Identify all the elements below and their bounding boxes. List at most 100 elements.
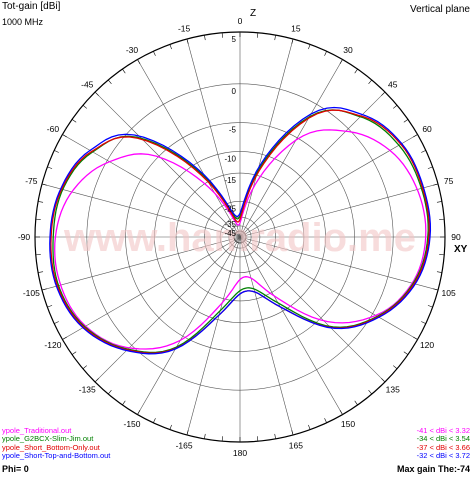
outer-tick xyxy=(47,305,53,308)
outer-tick xyxy=(324,418,327,423)
angle-tick-label: -135 xyxy=(79,385,96,395)
angle-tick-label: -90 xyxy=(18,232,31,242)
grid-spoke xyxy=(186,38,241,238)
angle-tick-label: 165 xyxy=(289,441,303,451)
z-axis-label: Z xyxy=(250,8,256,19)
legend-item: ypole_Short_Bottom-Only.out xyxy=(2,442,100,452)
outer-tick xyxy=(94,378,99,383)
grid-spoke xyxy=(239,183,439,238)
angle-tick-label: -120 xyxy=(44,340,61,350)
outer-tick xyxy=(354,68,358,74)
outer-tick xyxy=(186,38,189,44)
grid-spoke xyxy=(94,236,241,383)
angle-tick-label: 135 xyxy=(386,385,400,395)
grid-spoke xyxy=(239,236,418,340)
series-trace xyxy=(49,106,432,355)
angle-tick-label: 120 xyxy=(420,340,434,350)
grid-spoke xyxy=(239,38,294,238)
gain-traces xyxy=(49,106,432,355)
outer-tick xyxy=(137,59,141,64)
outer-tick xyxy=(413,336,418,340)
legend-gain: -37 < dBi < 3.66 xyxy=(416,442,470,452)
phi-label: Phi= 0 xyxy=(2,464,29,474)
radial-tick-label: -25 xyxy=(224,204,236,213)
outer-tick xyxy=(291,430,294,436)
angle-tick-label: -30 xyxy=(126,45,139,55)
legend: ypole_Traditional.out ypole_G2BCX-Slim-J… xyxy=(2,426,111,461)
outer-tick xyxy=(291,38,294,44)
outer-tick xyxy=(186,430,189,436)
grid-spoke xyxy=(239,236,439,291)
legend-gain: -34 < dBi < 3.54 xyxy=(416,434,470,444)
legend-gain: -32 < dBi < 3.72 xyxy=(416,451,470,461)
legend-item: ypole_Short-Top-and-Bottom.out xyxy=(2,451,111,461)
outer-tick xyxy=(339,59,343,64)
legend-item: ypole_G2BCX-Slim-Jim.out xyxy=(2,434,94,444)
outer-tick xyxy=(324,51,327,56)
outer-tick xyxy=(274,35,276,41)
angle-tick-label: 60 xyxy=(422,124,432,134)
polar-grid xyxy=(34,31,446,443)
outer-tick xyxy=(421,321,426,324)
outer-tick xyxy=(71,119,77,123)
outer-tick xyxy=(403,351,409,355)
outer-tick xyxy=(137,410,141,415)
legend-gains: -41 < dBi < 3.32 -34 < dBi < 3.54 -37 < … xyxy=(416,426,470,461)
outer-tick xyxy=(107,79,112,84)
grid-spoke xyxy=(239,134,418,238)
outer-tick xyxy=(436,201,442,203)
radial-tick-label: -15 xyxy=(224,176,236,185)
series-trace xyxy=(52,109,429,354)
outer-tick xyxy=(204,433,206,439)
radial-tick-label: -5 xyxy=(229,126,237,135)
grid-spoke xyxy=(41,236,241,291)
outer-tick xyxy=(421,150,426,153)
angle-tick-label: -75 xyxy=(25,176,38,186)
angle-tick-label: -165 xyxy=(176,441,193,451)
outer-tick xyxy=(71,351,77,355)
outer-tick xyxy=(403,119,409,123)
series-trace xyxy=(54,129,427,350)
angle-tick-label: 30 xyxy=(343,45,353,55)
grid-spoke xyxy=(239,59,343,238)
grid-spoke xyxy=(62,236,241,340)
legend-gain: -41 < dBi < 3.32 xyxy=(416,426,470,435)
grid-spoke xyxy=(94,91,241,238)
grid-spoke xyxy=(239,236,294,436)
angle-tick-label: 15 xyxy=(291,23,301,33)
outer-tick xyxy=(41,183,47,186)
angle-tick-label: -150 xyxy=(123,419,140,429)
outer-tick xyxy=(339,410,343,415)
outer-tick xyxy=(436,271,442,273)
outer-tick xyxy=(433,288,439,291)
grid-spoke xyxy=(186,236,241,436)
chart-title: Tot-gain [dBi] xyxy=(2,1,61,12)
outer-tick xyxy=(381,91,386,96)
grid-spoke xyxy=(239,236,386,383)
outer-tick xyxy=(82,365,87,370)
radial-tick-label: 5 xyxy=(232,35,237,44)
xy-axis-label: XY xyxy=(454,244,468,255)
outer-tick xyxy=(427,166,433,169)
outer-tick xyxy=(433,183,439,186)
grid-spoke xyxy=(41,183,241,238)
outer-tick xyxy=(47,166,53,169)
outer-tick xyxy=(153,418,156,423)
outer-tick xyxy=(38,201,44,203)
outer-tick xyxy=(122,68,126,74)
angle-tick-label: 90 xyxy=(451,232,461,242)
outer-tick xyxy=(62,134,67,138)
outer-tick xyxy=(204,35,206,41)
outer-tick xyxy=(41,288,47,291)
outer-tick xyxy=(354,400,358,406)
outer-tick xyxy=(308,44,311,50)
outer-tick xyxy=(94,91,99,96)
outer-tick xyxy=(274,433,276,439)
outer-tick xyxy=(54,321,59,324)
outer-tick xyxy=(381,378,386,383)
angle-tick-label: 45 xyxy=(388,79,398,89)
grid-spoke xyxy=(137,59,241,238)
radial-tick-label: -45 xyxy=(224,229,236,238)
radial-tick-label: 0 xyxy=(232,87,237,96)
